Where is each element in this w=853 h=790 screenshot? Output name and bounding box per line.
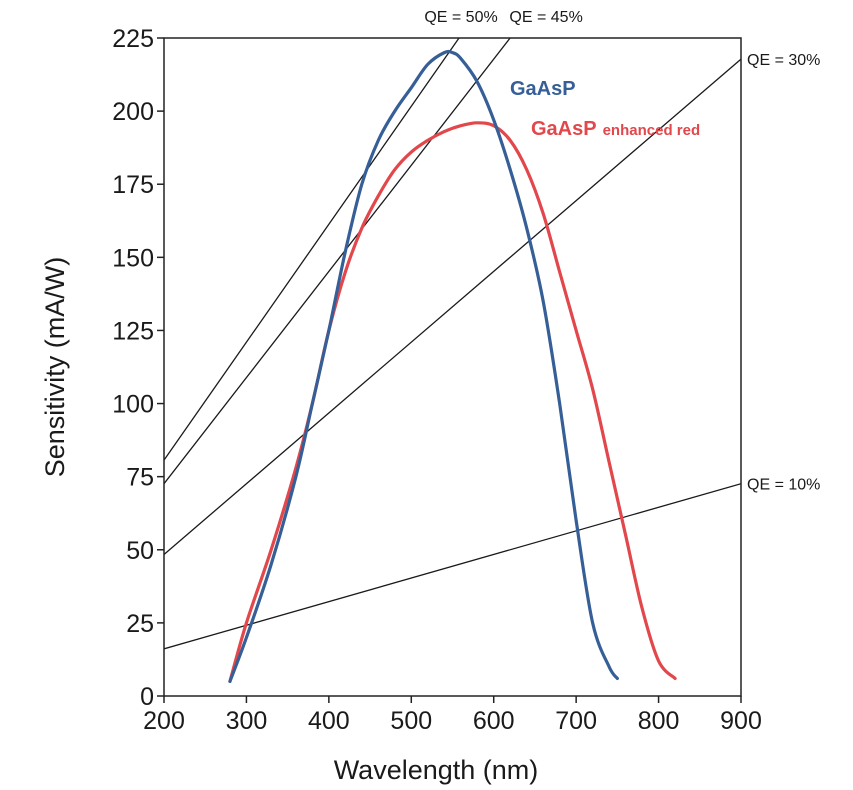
qe-lines <box>164 38 741 650</box>
y-tick-label: 0 <box>140 683 154 711</box>
qe-labels: QE = 50% QE = 45% QE = 30% QE = 10% <box>424 9 820 494</box>
series-label: GaAsP enhanced red <box>531 118 700 140</box>
series-lines <box>228 49 677 683</box>
qe-label: QE = 45% <box>509 9 582 26</box>
x-tick-label: 800 <box>638 707 680 735</box>
series-label: GaAsP <box>510 78 576 100</box>
y-tick-label: 175 <box>112 171 154 199</box>
y-tick-label: 225 <box>112 25 154 53</box>
x-tick-label: 600 <box>473 707 515 735</box>
series-line-gaasp <box>228 49 619 683</box>
plot-area <box>163 37 742 697</box>
x-tick-label: 400 <box>308 707 350 735</box>
x-tick-label: 500 <box>390 707 432 735</box>
y-tick-label: 75 <box>126 464 154 492</box>
x-axis-ticks: 200 300 400 500 600 700 800 900 <box>143 696 762 735</box>
series-label-main: GaAsP <box>510 78 576 100</box>
qe-line <box>164 483 741 650</box>
y-tick-label: 100 <box>112 391 154 419</box>
x-tick-label: 200 <box>143 707 185 735</box>
y-axis-title: Sensitivity (mA/W) <box>40 257 70 478</box>
series-labels: GaAsP GaAsP enhanced red <box>510 78 700 140</box>
x-tick-label: 700 <box>555 707 597 735</box>
qe-label: QE = 50% <box>424 9 497 26</box>
plot-frame <box>163 37 742 697</box>
qe-line <box>164 38 511 485</box>
y-tick-label: 200 <box>112 98 154 126</box>
qe-label: QE = 10% <box>747 477 820 494</box>
series-label-suffix: enhanced red <box>603 122 701 139</box>
x-tick-label: 300 <box>226 707 268 735</box>
qe-line <box>164 38 460 461</box>
y-tick-label: 50 <box>126 537 154 565</box>
y-tick-label: 25 <box>126 610 154 638</box>
series-label-main: GaAsP <box>531 118 597 140</box>
qe-label: QE = 30% <box>747 52 820 69</box>
series-line-gaasp-enhanced-red <box>228 121 677 683</box>
y-tick-label: 150 <box>112 244 154 272</box>
y-tick-label: 125 <box>112 317 154 345</box>
y-axis-ticks: 0 25 50 75 100 125 150 175 200 225 <box>112 25 164 711</box>
qe-line <box>164 58 741 555</box>
x-axis-title: Wavelength (nm) <box>334 755 539 785</box>
x-tick-label: 900 <box>720 707 762 735</box>
